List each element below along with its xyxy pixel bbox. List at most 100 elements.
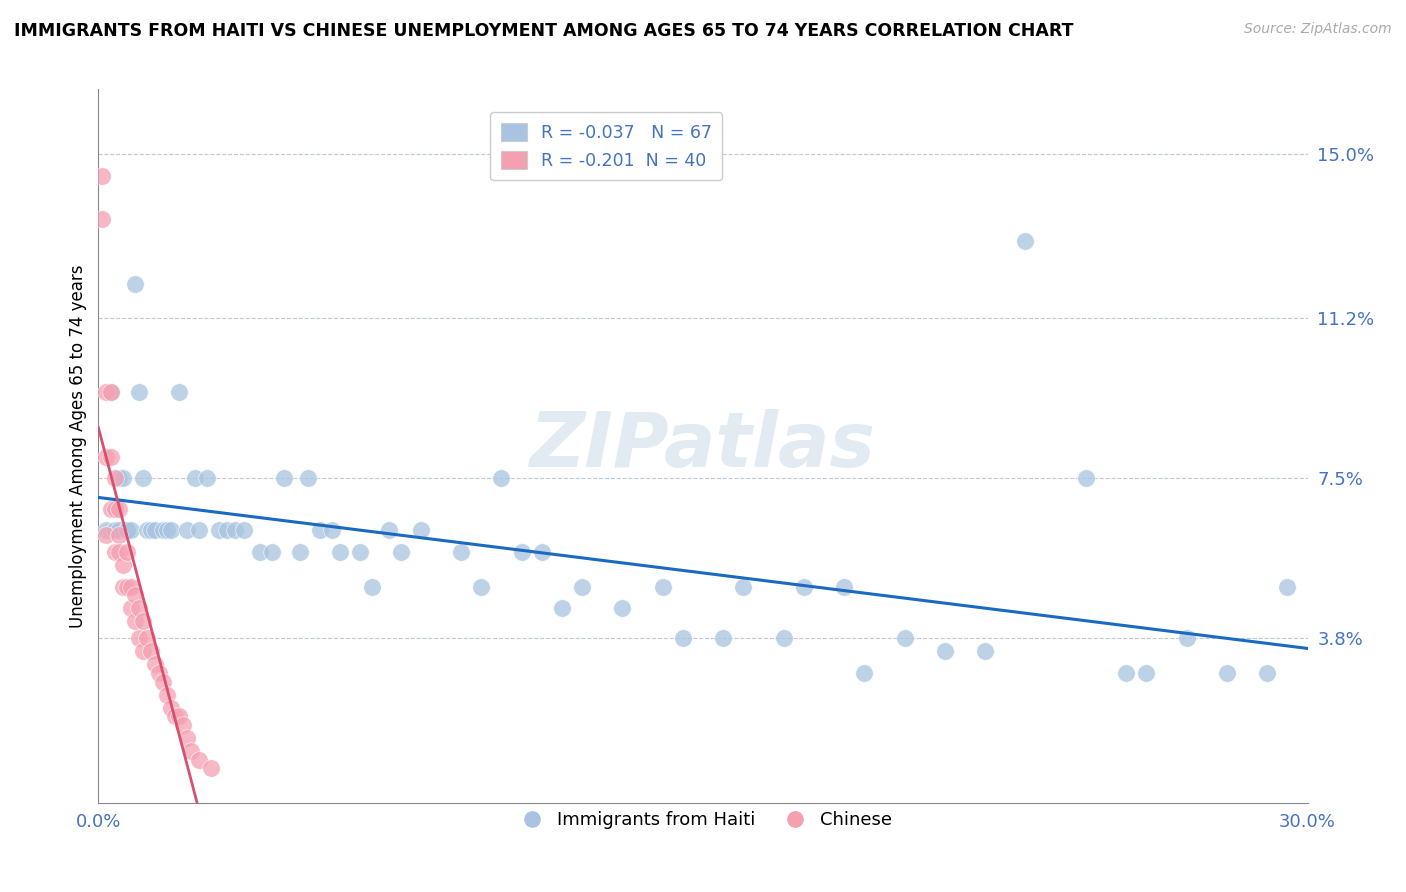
Point [96, 524, 118, 538]
Legend: Immigrants from Haiti, Chinese: Immigrants from Haiti, Chinese [506, 805, 900, 837]
Point [711, 632, 734, 646]
Point [172, 718, 194, 732]
Point [111, 580, 134, 594]
Point [389, 545, 412, 559]
Point [409, 524, 432, 538]
Point [103, 501, 125, 516]
Point [1135, 666, 1157, 681]
Point [974, 644, 997, 658]
Point [853, 666, 876, 681]
Point [321, 524, 343, 538]
Y-axis label: Unemployment Among Ages 65 to 74 years: Unemployment Among Ages 65 to 74 years [69, 264, 87, 628]
Point [124, 277, 146, 291]
Point [120, 524, 142, 538]
Point [132, 644, 155, 658]
Point [132, 471, 155, 485]
Point [152, 674, 174, 689]
Point [100, 501, 122, 516]
Point [115, 545, 138, 559]
Point [107, 471, 129, 485]
Point [100, 450, 122, 464]
Point [893, 632, 915, 646]
Point [733, 580, 755, 594]
Point [1277, 580, 1299, 594]
Point [530, 545, 553, 559]
Point [510, 545, 533, 559]
Point [297, 471, 319, 485]
Text: Source: ZipAtlas.com: Source: ZipAtlas.com [1244, 22, 1392, 37]
Point [832, 580, 855, 594]
Point [167, 384, 190, 399]
Point [107, 527, 129, 541]
Point [135, 524, 157, 538]
Text: IMMIGRANTS FROM HAITI VS CHINESE UNEMPLOYMENT AMONG AGES 65 TO 74 YEARS CORRELAT: IMMIGRANTS FROM HAITI VS CHINESE UNEMPLO… [14, 22, 1074, 40]
Point [184, 471, 207, 485]
Point [167, 709, 190, 723]
Point [377, 524, 399, 538]
Point [115, 580, 138, 594]
Point [349, 545, 371, 559]
Point [176, 524, 198, 538]
Point [152, 524, 174, 538]
Point [139, 644, 162, 658]
Point [91, 211, 114, 226]
Point [1115, 666, 1137, 681]
Point [672, 632, 695, 646]
Point [96, 384, 118, 399]
Point [143, 657, 166, 672]
Point [128, 601, 150, 615]
Point [1216, 666, 1239, 681]
Point [107, 501, 129, 516]
Point [1014, 234, 1036, 248]
Point [96, 527, 118, 541]
Point [491, 471, 513, 485]
Point [115, 524, 138, 538]
Point [571, 580, 593, 594]
Point [249, 545, 271, 559]
Point [232, 524, 254, 538]
Point [148, 666, 170, 681]
Point [160, 700, 183, 714]
Point [224, 524, 246, 538]
Point [111, 558, 134, 572]
Text: ZIPatlas: ZIPatlas [530, 409, 876, 483]
Point [111, 471, 134, 485]
Point [200, 761, 222, 775]
Point [143, 524, 166, 538]
Point [273, 471, 295, 485]
Point [156, 524, 179, 538]
Point [132, 614, 155, 628]
Point [139, 524, 162, 538]
Point [115, 524, 138, 538]
Point [107, 524, 129, 538]
Point [260, 545, 283, 559]
Point [163, 709, 186, 723]
Point [103, 471, 125, 485]
Point [361, 580, 384, 594]
Point [612, 601, 634, 615]
Point [100, 384, 122, 399]
Point [1074, 471, 1097, 485]
Point [772, 632, 794, 646]
Point [329, 545, 352, 559]
Point [309, 524, 332, 538]
Point [217, 524, 239, 538]
Point [91, 169, 114, 183]
Point [651, 580, 673, 594]
Point [934, 644, 956, 658]
Point [107, 545, 129, 559]
Point [1256, 666, 1278, 681]
Point [156, 688, 179, 702]
Point [1175, 632, 1198, 646]
Point [551, 601, 574, 615]
Point [100, 384, 122, 399]
Point [120, 580, 142, 594]
Point [195, 471, 218, 485]
Point [128, 632, 150, 646]
Point [450, 545, 472, 559]
Point [176, 731, 198, 745]
Point [180, 744, 202, 758]
Point [288, 545, 311, 559]
Point [124, 588, 146, 602]
Point [188, 753, 211, 767]
